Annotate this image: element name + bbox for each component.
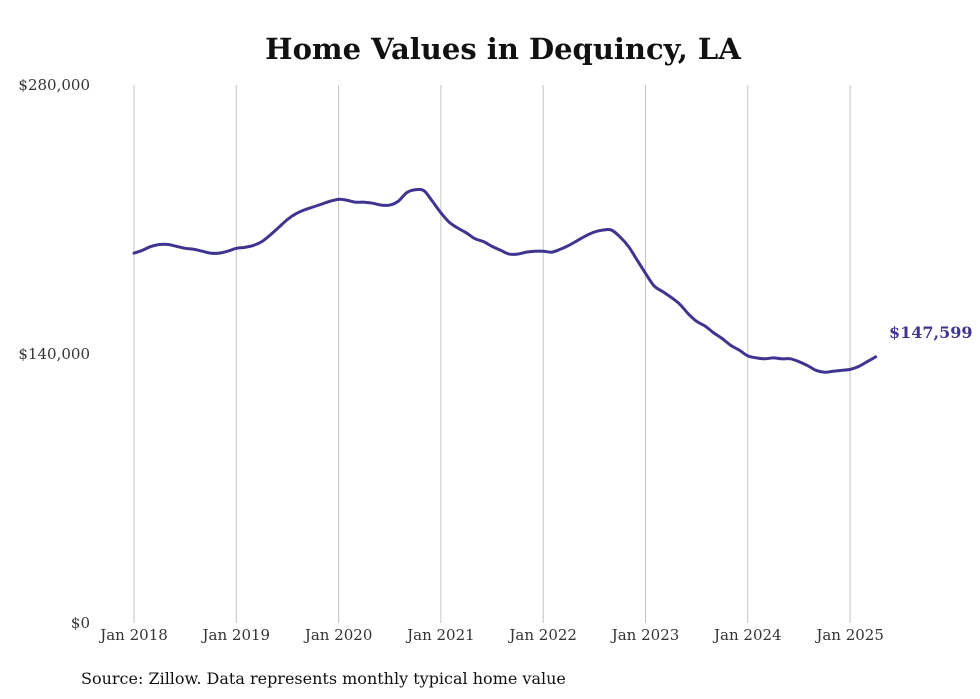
gridlines [133, 85, 851, 623]
x-tick-label: Jan 2021 [405, 626, 475, 644]
x-tick-label: Jan 2018 [98, 626, 168, 644]
y-tick-label: $280,000 [18, 76, 90, 94]
x-tick-label: Jan 2019 [201, 626, 271, 644]
source-note: Source: Zillow. Data represents monthly … [81, 669, 566, 688]
chart-title: Home Values in Dequincy, LA [265, 32, 741, 66]
y-tick-label: $140,000 [18, 345, 90, 363]
latest-value-label: $147,599 [889, 323, 973, 342]
x-axis-ticks: Jan 2018 Jan 2019 Jan 2020 Jan 2021 Jan 2022… [98, 626, 884, 644]
home-value-line [132, 187, 878, 374]
x-tick-label: Jan 2023 [610, 626, 680, 644]
y-axis-ticks: $0 $140,000 $280,000 [18, 76, 90, 632]
x-tick-label: Jan 2025 [814, 626, 884, 644]
x-tick-label: Jan 2020 [303, 626, 373, 644]
x-tick-label: Jan 2024 [712, 626, 782, 644]
x-tick-label: Jan 2022 [507, 626, 577, 644]
y-tick-label: $0 [71, 614, 90, 632]
